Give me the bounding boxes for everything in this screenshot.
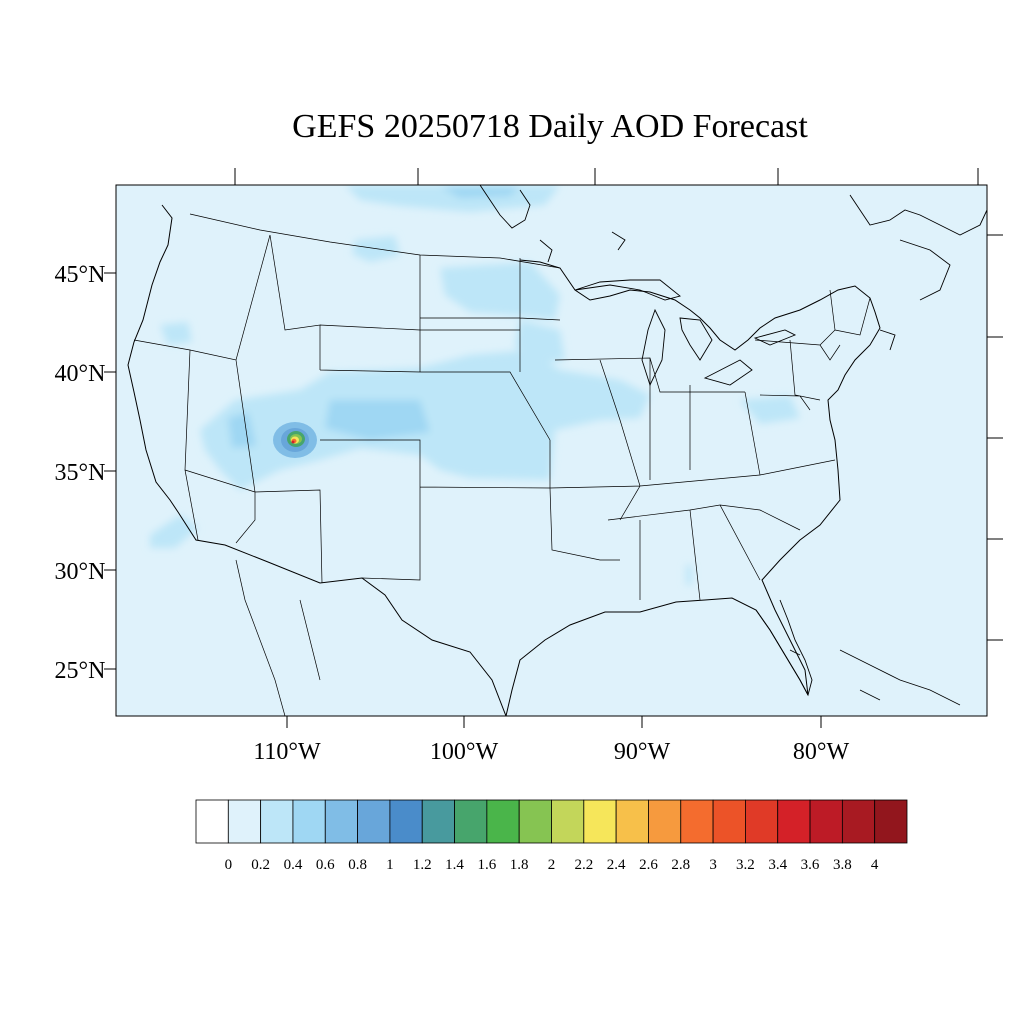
- great-lakes: [574, 279, 797, 387]
- lat-label: 25°N: [55, 658, 106, 684]
- colorbar-box: [809, 799, 843, 844]
- canada-border: [189, 213, 561, 269]
- aod-region-upper-midwest: [515, 320, 565, 365]
- lat-label: 30°N: [55, 559, 106, 585]
- colorbar-label: 1.4: [445, 857, 464, 873]
- colorbar-box: [260, 799, 294, 844]
- colorbar-box: [680, 799, 714, 844]
- colorbar-label: 2.6: [639, 857, 658, 873]
- colorbar-box: [712, 799, 746, 844]
- canada-coast: [479, 185, 987, 351]
- lon-label: 100°W: [430, 739, 499, 765]
- colorbar-label: 2.4: [607, 857, 626, 873]
- aod-region-southeast: [686, 565, 692, 585]
- colorbar-box: [518, 799, 552, 844]
- florida: [755, 599, 813, 697]
- colorbar-box: [324, 799, 358, 844]
- colorbar-label: 1.2: [413, 857, 432, 873]
- us-coastline: [127, 204, 881, 716]
- ticks: [104, 168, 1003, 728]
- colorbar-labels: 0 0.2 0.4 0.6 0.8 1 1.2 1.4 1.6 1.8 2 2.2 2.4 2.6 2.8 3…: [225, 857, 879, 873]
- lat-label: 35°N: [55, 460, 106, 486]
- state-lines-west: [133, 234, 836, 601]
- aod-region-nevada-core: [228, 412, 256, 448]
- colorbar-label: 3: [709, 857, 717, 873]
- colorbar-label: 2.8: [671, 857, 690, 873]
- lat-label: 40°N: [55, 361, 106, 387]
- colorbar-label: 4: [871, 857, 879, 873]
- colorbar-box: [486, 799, 520, 844]
- caribbean: [789, 649, 961, 706]
- mexico: [235, 559, 321, 716]
- lon-label: 110°W: [253, 739, 321, 765]
- page-title: GEFS 20250718 Daily AOD Forecast: [292, 108, 808, 145]
- colorbar-label: 3.2: [736, 857, 755, 873]
- colorbar-label: 1: [386, 857, 394, 873]
- aod-region-ohio: [740, 396, 800, 424]
- lon-label: 80°W: [793, 739, 850, 765]
- colorbar-label: 0.4: [284, 857, 303, 873]
- colorbar-label: 3.4: [768, 857, 787, 873]
- colorbar-box: [874, 799, 908, 844]
- colorbar-label: 2.2: [574, 857, 593, 873]
- boundaries: [127, 185, 987, 716]
- aod-shading: [150, 185, 800, 585]
- colorbar-box: [583, 799, 617, 844]
- aod-region-northern-plains: [440, 262, 560, 320]
- colorbar-box: [357, 799, 391, 844]
- aod-region-socal: [150, 515, 198, 548]
- aod-plume-peak: [291, 440, 295, 444]
- colorbar-box: [227, 799, 262, 844]
- colorbar-label: 0.2: [251, 857, 270, 873]
- lon-label: 90°W: [614, 739, 671, 765]
- colorbar-box: [745, 799, 779, 844]
- aod-region-colorado-core: [325, 400, 430, 440]
- aod-region-pacific-nw: [160, 322, 192, 345]
- colorbar-box: [551, 799, 585, 844]
- colorbar-label: 0.8: [348, 857, 367, 873]
- colorbar-label: 0: [225, 857, 233, 873]
- colorbar-label: 3.8: [833, 857, 852, 873]
- lat-label: 45°N: [55, 262, 106, 288]
- colorbar-label: 1.8: [510, 857, 529, 873]
- colorbar: [195, 799, 908, 844]
- aod-region-canada-dark: [440, 186, 520, 198]
- colorbar-box: [648, 799, 682, 844]
- lat-labels: 45°N 40°N 35°N 30°N 25°N: [55, 262, 106, 684]
- lon-labels: 110°W 100°W 90°W 80°W: [253, 739, 849, 765]
- colorbar-label: 0.6: [316, 857, 335, 873]
- map-frame: [115, 184, 988, 717]
- colorbar-box: [292, 799, 326, 844]
- colorbar-box: [421, 799, 455, 844]
- colorbar-box: [777, 799, 811, 844]
- state-lines-northeast: [754, 289, 871, 411]
- colorbar-box: [454, 799, 488, 844]
- colorbar-box: [195, 799, 229, 844]
- colorbar-box: [841, 799, 876, 844]
- colorbar-label: 3.6: [801, 857, 820, 873]
- colorbar-box: [389, 799, 423, 844]
- colorbar-box: [615, 799, 649, 844]
- colorbar-label: 1.6: [477, 857, 496, 873]
- colorbar-label: 2: [548, 857, 556, 873]
